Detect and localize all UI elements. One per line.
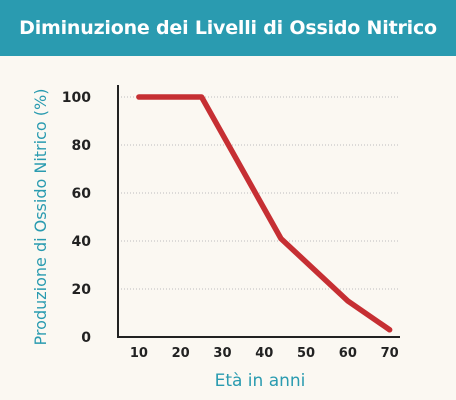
y-tick-label: 20: [72, 282, 92, 298]
x-tick-label: 10: [130, 346, 148, 361]
y-tick-label: 40: [72, 234, 92, 250]
chart-header: Diminuzione dei Livelli di Ossido Nitric…: [0, 0, 456, 56]
y-tick-label: 60: [72, 186, 92, 202]
series-line: [136, 94, 393, 333]
y-tick-label: 80: [72, 138, 92, 154]
x-tick-label: 50: [297, 346, 315, 361]
x-axis-label: Età in anni: [215, 371, 306, 391]
y-tick-label: 100: [62, 90, 91, 106]
y-axis-label: Produzione di Ossido Nitrico (%): [31, 89, 50, 346]
x-tick-label: 30: [213, 346, 231, 361]
x-tick-label: 70: [381, 346, 399, 361]
axes: [117, 85, 400, 338]
tick-labels: 0 20 40 60 80 100 10 20 30 40 50 60 70: [62, 90, 399, 361]
y-tick-label: 0: [81, 330, 91, 346]
x-tick-label: 20: [172, 346, 190, 361]
x-tick-label: 40: [255, 346, 273, 361]
x-tick-label: 60: [339, 346, 357, 361]
series-layer: [136, 94, 393, 333]
chart-title: Diminuzione dei Livelli di Ossido Nitric…: [19, 17, 437, 39]
